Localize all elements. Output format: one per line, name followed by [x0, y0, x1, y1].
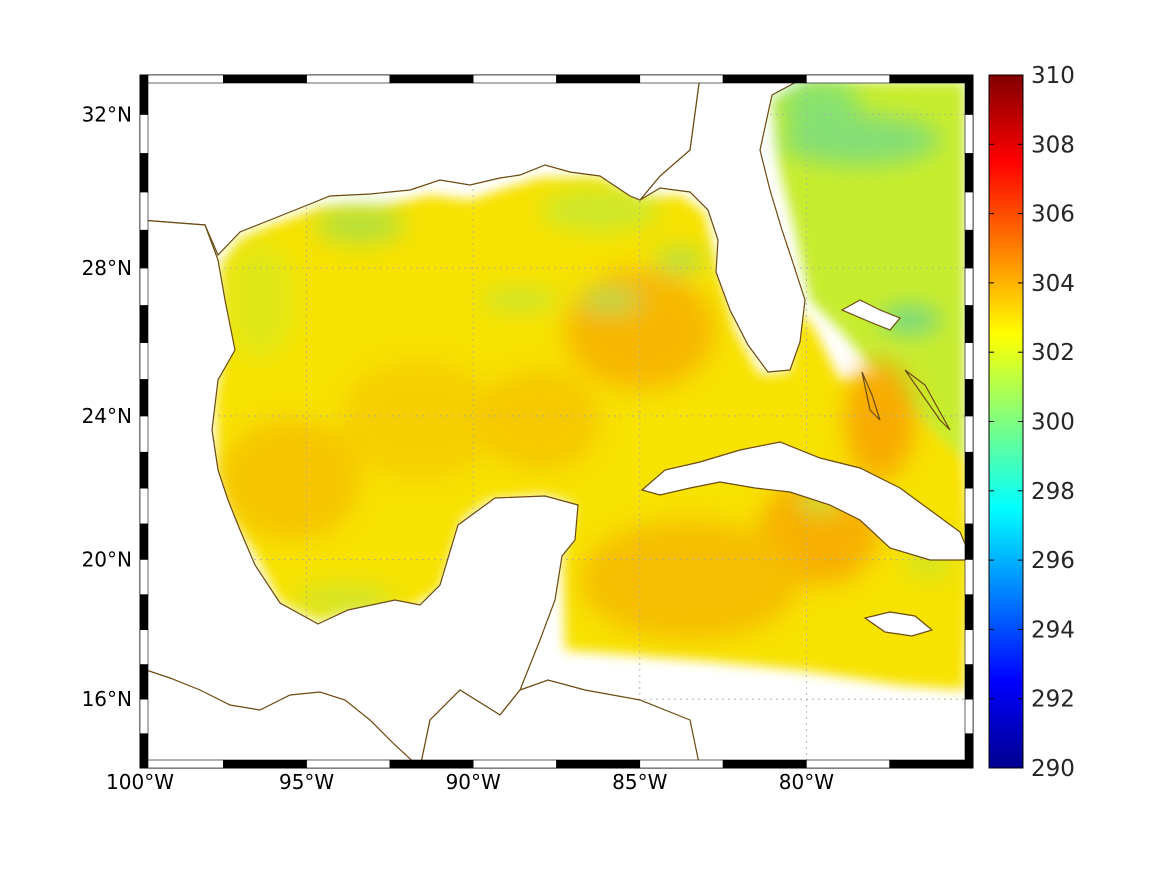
colorbar-tick-label: 300 [1031, 410, 1075, 436]
lat-tick-label: 20°N [82, 547, 132, 571]
frame-segment-left [139, 74, 149, 115]
frame-segment-right [964, 559, 974, 595]
frame-segment-left [139, 114, 149, 154]
frame-segment-top [806, 74, 891, 84]
frame-segment-right [964, 74, 974, 115]
frame-segment-top [889, 74, 974, 84]
frame-segment-right [964, 733, 974, 769]
coastlines [140, 75, 973, 768]
frame-segment-top [639, 74, 724, 84]
frame-segment-top [223, 74, 307, 84]
frame-segment-left [139, 594, 149, 630]
frame-segment-left [139, 629, 149, 665]
frame-segment-left [139, 451, 149, 489]
frame-segment-left [139, 559, 149, 595]
frame-segment-right [964, 114, 974, 154]
frame-segment-bottom [389, 759, 474, 769]
colorbar-tick-label: 308 [1031, 132, 1075, 158]
colorbar-tick-label: 292 [1031, 687, 1075, 713]
frame-segment-top [139, 74, 224, 84]
colorbar-gradient [988, 74, 1024, 769]
frame-segment-left [139, 487, 149, 525]
frame-segment-left [139, 305, 149, 343]
frame-segment-right [964, 629, 974, 665]
frame-segment-top [472, 74, 557, 84]
frame-segment-right [964, 415, 974, 453]
colorbar-tick-label: 294 [1031, 617, 1075, 643]
bahamas-land [904, 369, 951, 431]
map-frame [139, 74, 974, 769]
frame-segment-left [139, 342, 149, 380]
lon-tick-label: 85°W [612, 770, 667, 794]
lon-tick-label: 100°W [106, 770, 174, 794]
frame-segment-left [139, 523, 149, 560]
bahamas-land [861, 371, 881, 421]
frame-segment-bottom [556, 759, 641, 769]
frame-segment-bottom [472, 759, 557, 769]
frame-segment-left [139, 267, 149, 306]
lon-tick-label: 90°W [446, 770, 501, 794]
lat-tick-label: 16°N [82, 687, 132, 711]
frame-segment-left [139, 229, 149, 269]
latitude-labels: 16°N 20°N 24°N 28°N 32°N [82, 102, 132, 711]
frame-segment-bottom [223, 759, 307, 769]
colorbar-tick-label: 296 [1031, 548, 1075, 574]
coast-strand [140, 667, 421, 768]
atlantic-field [773, 82, 965, 460]
frame-segment-top [389, 74, 474, 84]
frame-segment-bottom [139, 759, 224, 769]
colorbar-ticks: 290 292 294 296 298 300 302 304 306 308 310 [989, 63, 1075, 782]
frame-segment-left [139, 733, 149, 769]
colorbar-tick-label: 304 [1031, 271, 1075, 297]
frame-segment-right [964, 664, 974, 700]
frame-segment-right [964, 451, 974, 489]
lat-tick-label: 32°N [82, 102, 132, 126]
frame-segment-right [964, 698, 974, 734]
frame-segment-right [964, 594, 974, 630]
jamaica-land [863, 611, 934, 637]
frame-segment-bottom [889, 759, 974, 769]
colorbar-tick-label: 290 [1031, 756, 1075, 782]
frame-segment-right [964, 342, 974, 380]
frame-segment-right [964, 153, 974, 193]
frame-segment-bottom [806, 759, 891, 769]
longitude-labels: 100°W 95°W 90°W 85°W 80°W [106, 770, 834, 794]
frame-segment-right [964, 523, 974, 560]
lon-tick-label: 80°W [779, 770, 834, 794]
colorbar: 290 292 294 296 298 300 302 304 306 308 310 [988, 63, 1075, 782]
frame-segment-bottom [639, 759, 724, 769]
frame-segment-top [306, 74, 391, 84]
frame-segment-bottom [722, 759, 807, 769]
frame-segment-left [139, 664, 149, 700]
lon-tick-label: 95°W [279, 770, 334, 794]
us-gulf-coast [140, 75, 701, 257]
frame-segment-right [964, 379, 974, 417]
central-america [419, 679, 701, 768]
frame-segment-top [722, 74, 807, 84]
frame-segment-left [139, 153, 149, 193]
frame-segment-right [964, 487, 974, 525]
colorbar-tick-label: 306 [1031, 202, 1075, 228]
lat-tick-label: 24°N [82, 404, 132, 428]
colorbar-tick-label: 298 [1031, 479, 1075, 505]
bahamas-land [840, 299, 901, 331]
frame-segment-right [964, 191, 974, 231]
frame-segment-left [139, 191, 149, 231]
frame-segment-right [964, 229, 974, 269]
colorbar-tick-label: 310 [1031, 63, 1075, 89]
frame-segment-left [139, 379, 149, 417]
frame-segment-bottom [306, 759, 391, 769]
frame-segment-right [964, 267, 974, 306]
frame-segment-top [556, 74, 641, 84]
colorbar-tick-label: 302 [1031, 340, 1075, 366]
lat-tick-label: 28°N [82, 256, 132, 280]
frame-segment-left [139, 415, 149, 453]
frame-segment-left [139, 698, 149, 734]
frame-segment-right [964, 305, 974, 343]
